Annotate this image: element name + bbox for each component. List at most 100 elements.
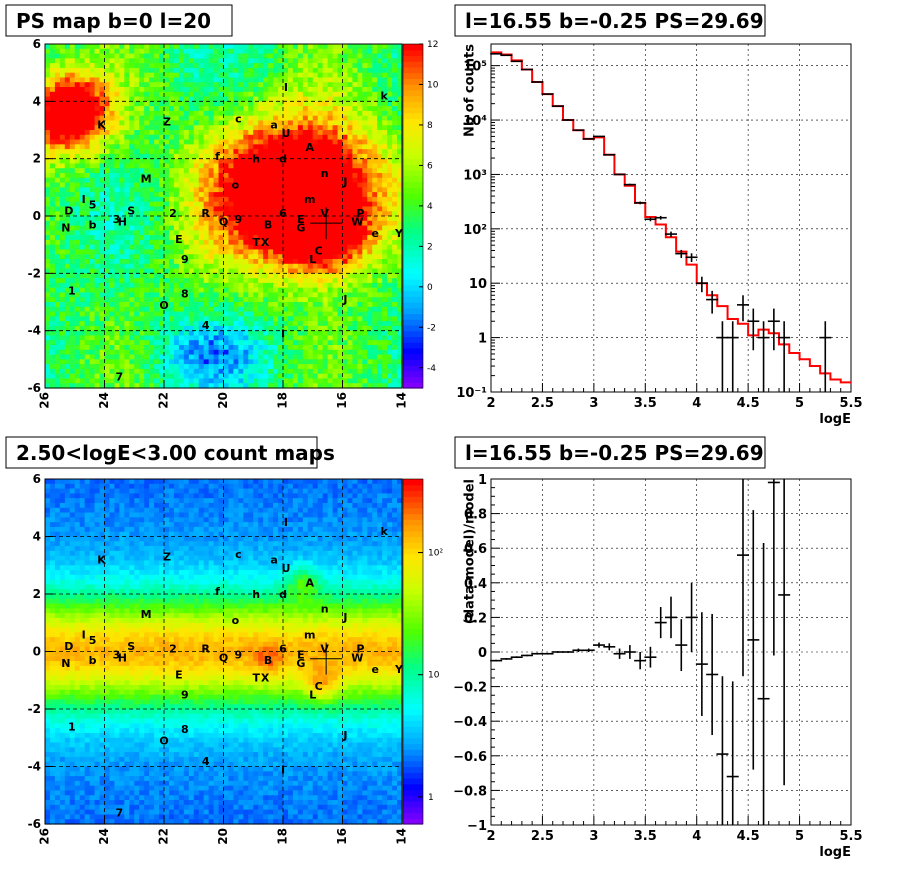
heatmap-cell (59, 345, 66, 351)
heatmap-cell (238, 383, 244, 389)
heatmap-cell (352, 87, 358, 93)
heatmap-cell (382, 368, 388, 375)
heatmap-cell (178, 125, 185, 131)
heatmap-cell (258, 330, 264, 337)
heatmap-cell (322, 330, 329, 337)
heatmap-cell (159, 225, 165, 231)
heatmap-cell (287, 130, 294, 136)
heatmap-cell (327, 359, 334, 365)
heatmap-cell (89, 254, 96, 260)
heatmap-cell (322, 249, 329, 255)
heatmap-cell (168, 278, 175, 284)
heatmap-cell (144, 168, 150, 174)
heatmap-cell (372, 230, 378, 236)
heatmap-cell (278, 330, 284, 337)
heatmap-cell (178, 225, 185, 231)
heatmap-cell (278, 48, 284, 55)
heatmap-cell (149, 254, 155, 260)
heatmap-cell (253, 263, 259, 270)
heatmap-cell (268, 287, 274, 294)
heatmap-cell (297, 316, 304, 322)
heatmap-cell (129, 44, 135, 50)
heatmap-cell (45, 48, 51, 55)
heatmap-cell (327, 106, 334, 112)
heatmap-cell (357, 254, 363, 260)
heatmap-cell (268, 196, 274, 203)
heatmap-cell (139, 106, 145, 112)
heatmap-cell (362, 349, 368, 356)
heatmap-cell (243, 53, 249, 59)
heatmap-cell (287, 211, 294, 217)
heatmap-cell (292, 302, 299, 308)
heatmap-cell (159, 163, 165, 169)
heatmap-cell (188, 130, 195, 136)
heatmap-cell (238, 82, 244, 88)
heatmap-cell (203, 87, 210, 93)
heatmap-cell (347, 216, 354, 222)
heatmap-cell (223, 211, 230, 217)
heatmap-cell (243, 120, 249, 126)
heatmap-cell (173, 72, 180, 79)
heatmap-cell (223, 182, 230, 188)
heatmap-cell (119, 220, 125, 227)
heatmap-cell (268, 268, 274, 274)
heatmap-cell (292, 259, 299, 265)
heatmap-cell (248, 364, 254, 370)
heatmap-cell (124, 96, 130, 102)
heatmap-cell (129, 77, 135, 83)
heatmap-cell (119, 230, 125, 236)
heatmap-cell (312, 53, 319, 59)
heatmap-cell (362, 211, 368, 217)
heatmap-cell (64, 130, 71, 136)
heatmap-cell (223, 53, 230, 59)
heatmap-cell (114, 177, 120, 184)
heatmap-cell (327, 249, 334, 255)
heatmap-cell (203, 249, 210, 255)
heatmap-cell (178, 87, 185, 93)
heatmap-cell (198, 335, 205, 341)
heatmap-cell (164, 278, 170, 284)
heatmap-cell (233, 364, 239, 370)
heatmap-cell (223, 330, 230, 337)
heatmap-cell (347, 316, 354, 322)
heatmap-cell (213, 82, 220, 88)
heatmap-cell (367, 244, 373, 251)
heatmap-cell (292, 67, 299, 74)
heatmap-cell (164, 110, 170, 117)
heatmap-cell (64, 173, 71, 179)
heatmap-cell (139, 263, 145, 270)
heatmap-cell (64, 187, 71, 193)
heatmap-cell (362, 292, 368, 298)
heatmap-cell (367, 168, 373, 174)
heatmap-cell (178, 325, 185, 332)
heatmap-cell (64, 273, 71, 279)
heatmap-cell (367, 211, 373, 217)
heatmap-cell (258, 278, 264, 284)
heatmap-cell (45, 158, 51, 165)
heatmap-cell (302, 182, 309, 188)
heatmap-cell (387, 48, 393, 55)
heatmap-cell (268, 96, 274, 102)
heatmap-cell (144, 292, 150, 298)
heatmap-cell (213, 287, 220, 294)
heatmap-cell (64, 230, 71, 236)
heatmap-cell (377, 302, 383, 308)
heatmap-cell (124, 249, 130, 255)
heatmap-cell (317, 378, 324, 384)
heatmap-cell (327, 177, 334, 184)
heatmap-cell (173, 239, 180, 246)
heatmap-cell (213, 149, 220, 155)
heatmap-cell (99, 345, 106, 351)
heatmap-cell (283, 378, 289, 384)
heatmap-cell (273, 106, 279, 112)
heatmap-cell (45, 192, 51, 198)
heatmap-cell (317, 67, 324, 74)
heatmap-cell (119, 359, 125, 365)
heatmap-cell (273, 349, 279, 356)
heatmap-cell (69, 96, 76, 102)
heatmap-cell (218, 63, 225, 69)
heatmap-cell (144, 120, 150, 126)
heatmap-cell (149, 96, 155, 102)
heatmap-cell (164, 249, 170, 255)
heatmap-cell (114, 211, 120, 217)
